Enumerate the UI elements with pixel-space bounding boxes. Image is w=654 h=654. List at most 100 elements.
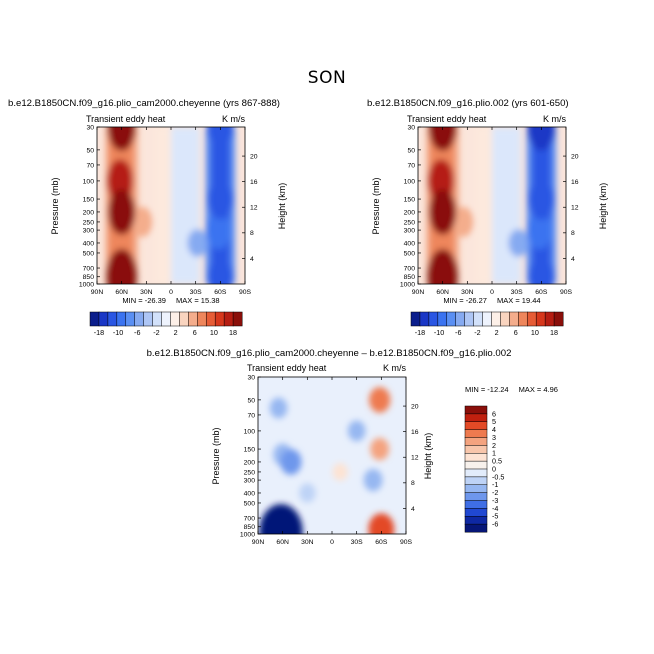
colorbar-swatch [89,311,100,327]
y-tick-label: 400 [244,490,256,497]
x-tick-label: 0 [169,289,173,296]
y-tick-label: 70 [407,162,415,169]
chart-band-sh-outer [492,127,521,284]
colorbar-swatch [464,405,488,415]
y-tick-label: 850 [83,274,95,281]
colorbar-swatch [134,311,145,327]
y-tick-label: 700 [83,265,95,272]
chart-contour-5 [207,256,233,284]
colorbar-swatch [526,311,537,327]
y-right-tick-label: 12 [571,205,579,212]
colorbar-swatch [464,445,488,454]
y-right-tick-label: 4 [571,256,575,263]
colorbar-swatch [419,311,430,327]
colorbar-swatch [214,311,225,327]
y-tick-label: 700 [244,515,256,522]
chart-contour-9 [107,127,136,151]
x-tick-label: 30S [351,539,364,546]
x-tick-label: 60S [375,539,388,546]
panel2-ylabel-right: Height (km) [598,183,608,230]
colorbar-label: -10 [434,328,444,337]
colorbar-label: 6 [193,328,197,337]
colorbar-label: -6 [455,328,461,337]
y-right-tick-label: 12 [411,455,419,462]
colorbar-label: -6 [492,520,498,529]
colorbar-label: -2 [474,328,480,337]
colorbar-swatch [464,476,488,486]
y-tick-label: 250 [83,219,95,226]
colorbar-swatch [437,311,448,327]
y-right-tick-label: 8 [411,480,415,487]
colorbar-swatch [188,311,198,327]
colorbar-label: 1 [492,449,496,458]
colorbar-swatch [464,413,488,423]
colorbar-label: -2 [492,488,498,497]
x-tick-label: 30S [511,289,524,296]
x-tick-label: 90S [239,289,252,296]
x-tick-label: 60N [436,289,449,296]
y-tick-label: 30 [247,374,255,381]
x-tick-label: 60N [115,289,128,296]
y-tick-label: 850 [404,274,416,281]
colorbar-swatch [464,516,488,525]
colorbar-label: 4 [492,425,496,434]
colorbar-swatch [464,468,488,478]
colorbar-label: -18 [415,328,425,337]
colorbar-swatch [473,311,483,327]
colorbar-label: 6 [492,409,496,418]
colorbar-label: 2 [495,328,499,337]
chart-contour-6 [207,127,234,149]
colorbar-label: 2 [492,441,496,450]
colorbar-swatch [464,429,488,438]
y-right-tick-label: 4 [411,506,415,513]
colorbar-swatch [544,311,555,327]
y-tick-label: 70 [247,412,255,419]
panel1-units-label: K m/s [222,114,246,124]
chart-contour-4 [528,178,555,221]
colorbar-label: 18 [229,328,237,337]
page-title: SON [307,68,347,88]
colorbar-swatch [455,311,466,327]
colorbar-swatch [143,311,154,327]
chart-contour-3 [269,397,288,419]
colorbar-2: -18 -10 -6 -2 2 6 10 18 [410,311,564,337]
colorbar-swatch [197,311,207,327]
y-tick-label: 500 [83,250,95,257]
colorbar-swatch [428,311,439,327]
colorbar-label: 5 [492,417,496,426]
panel3-field [258,377,406,534]
x-tick-label: 90N [91,289,104,296]
y-tick-label: 30 [86,124,94,131]
y-tick-label: 700 [404,265,416,272]
chart-band-tropics [475,127,492,284]
panel3-ylabel-right: Height (km) [423,433,433,480]
y-tick-label: 850 [244,524,256,531]
y-tick-label: 50 [247,397,255,404]
x-tick-label: 30N [461,289,474,296]
y-tick-label: 1000 [79,281,94,288]
panel3-ylabel: Pressure (mb) [211,427,221,484]
panel3-units-label: K m/s [383,363,407,373]
x-tick-label: 30N [140,289,153,296]
colorbar-swatch [509,311,519,327]
chart-contour-8 [108,189,136,235]
chart-contour-9 [369,387,391,413]
panel1-minmax: MIN = -26.39 MAX = 15.38 [122,296,219,305]
colorbar-swatch [205,311,216,327]
y-tick-label: 250 [244,469,256,476]
y-right-tick-label: 16 [411,429,419,436]
y-tick-label: 100 [404,178,416,185]
y-tick-label: 500 [244,500,256,507]
colorbar-swatch [464,311,475,327]
y-tick-label: 200 [244,459,256,466]
colorbar-swatch [161,311,171,327]
colorbar-swatch [464,500,488,509]
chart-contour-10 [427,248,459,284]
x-tick-label: 60S [535,289,548,296]
y-right-tick-label: 12 [250,205,258,212]
colorbar-label: 2 [174,328,178,337]
colorbar-label: -2 [153,328,159,337]
y-tick-label: 70 [86,162,94,169]
x-tick-label: 60N [276,539,289,546]
